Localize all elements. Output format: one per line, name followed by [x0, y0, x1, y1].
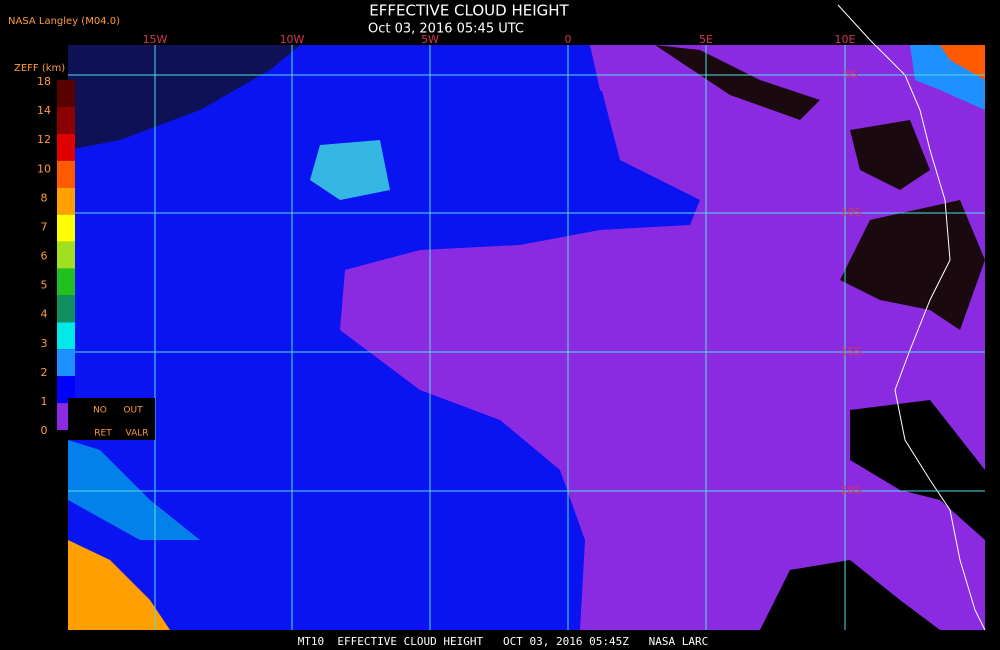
- colorbar-unit: ZEFF (km): [14, 63, 65, 74]
- longitude-label: 5E: [699, 33, 713, 46]
- colorbar-segment: [57, 133, 75, 161]
- legend-text: RET: [94, 429, 112, 439]
- land-area: [850, 400, 985, 540]
- cloud-region: [590, 45, 700, 120]
- longitude-label: 15W: [143, 33, 168, 46]
- high-cloud-area: [68, 540, 170, 630]
- colorbar-label: 10: [37, 162, 51, 175]
- colorbar-segment: [57, 241, 75, 269]
- high-cloud-area: [68, 45, 300, 150]
- colorbar-segment: [57, 376, 75, 404]
- colorbar-segment: [57, 322, 75, 350]
- colorbar-label: 8: [41, 191, 48, 204]
- latitude-label: 15S: [841, 345, 862, 358]
- longitude-label: 10E: [835, 33, 856, 46]
- colorbar-label: 6: [41, 250, 48, 263]
- colorbar-segment: [57, 80, 75, 107]
- legend-text: OUT: [123, 406, 143, 416]
- legend-box: [68, 398, 155, 440]
- colorbar-label: 2: [41, 366, 48, 379]
- cloud-area: [310, 140, 390, 200]
- colorbar-label: 12: [37, 133, 51, 146]
- footer: MT10 EFFECTIVE CLOUD HEIGHT OCT 03, 2016…: [298, 635, 709, 648]
- longitude-label: 5W: [421, 33, 439, 46]
- colorbar-segment: [57, 268, 75, 296]
- coastline: [837, 4, 986, 631]
- latitude-label: 5S: [844, 68, 858, 81]
- colorbar-segment: [57, 349, 75, 377]
- legend-text: NO: [93, 406, 107, 416]
- subtitle: Oct 03, 2016 05:45 UTC: [368, 22, 524, 37]
- colorbar-label: 3: [41, 337, 48, 350]
- land-area: [840, 200, 985, 330]
- colorbar-label: 5: [41, 279, 48, 292]
- colorbar-label: 0: [41, 424, 48, 437]
- latitude-label: 20S: [841, 484, 862, 497]
- source-label: NASA Langley (M04.0): [8, 16, 120, 27]
- colorbar-segment: [57, 187, 75, 215]
- colorbar-label: 18: [37, 75, 51, 88]
- colorbar-label: 7: [41, 220, 48, 233]
- colorbar-segment: [57, 160, 75, 188]
- colorbar-label: 1: [41, 395, 48, 408]
- colorbar-segment: [57, 295, 75, 323]
- colorbar-label: 14: [37, 104, 51, 117]
- longitude-label: 10W: [280, 33, 305, 46]
- cloud-area: [68, 440, 200, 540]
- cloud-area: [940, 45, 985, 80]
- graticule: [68, 45, 985, 630]
- title: EFFECTIVE CLOUD HEIGHT: [369, 2, 569, 20]
- longitude-label: 0: [565, 33, 572, 46]
- land-area: [655, 45, 820, 120]
- colorbar-segment: [57, 214, 75, 242]
- colorbar-segment: [57, 106, 75, 134]
- land-area: [760, 560, 940, 630]
- cloud-region-0km: [340, 45, 985, 630]
- colorbar-label: 4: [41, 308, 48, 321]
- latitude-label: 10S: [841, 206, 862, 219]
- legend-text: VALR: [125, 429, 148, 439]
- land-area: [850, 120, 930, 190]
